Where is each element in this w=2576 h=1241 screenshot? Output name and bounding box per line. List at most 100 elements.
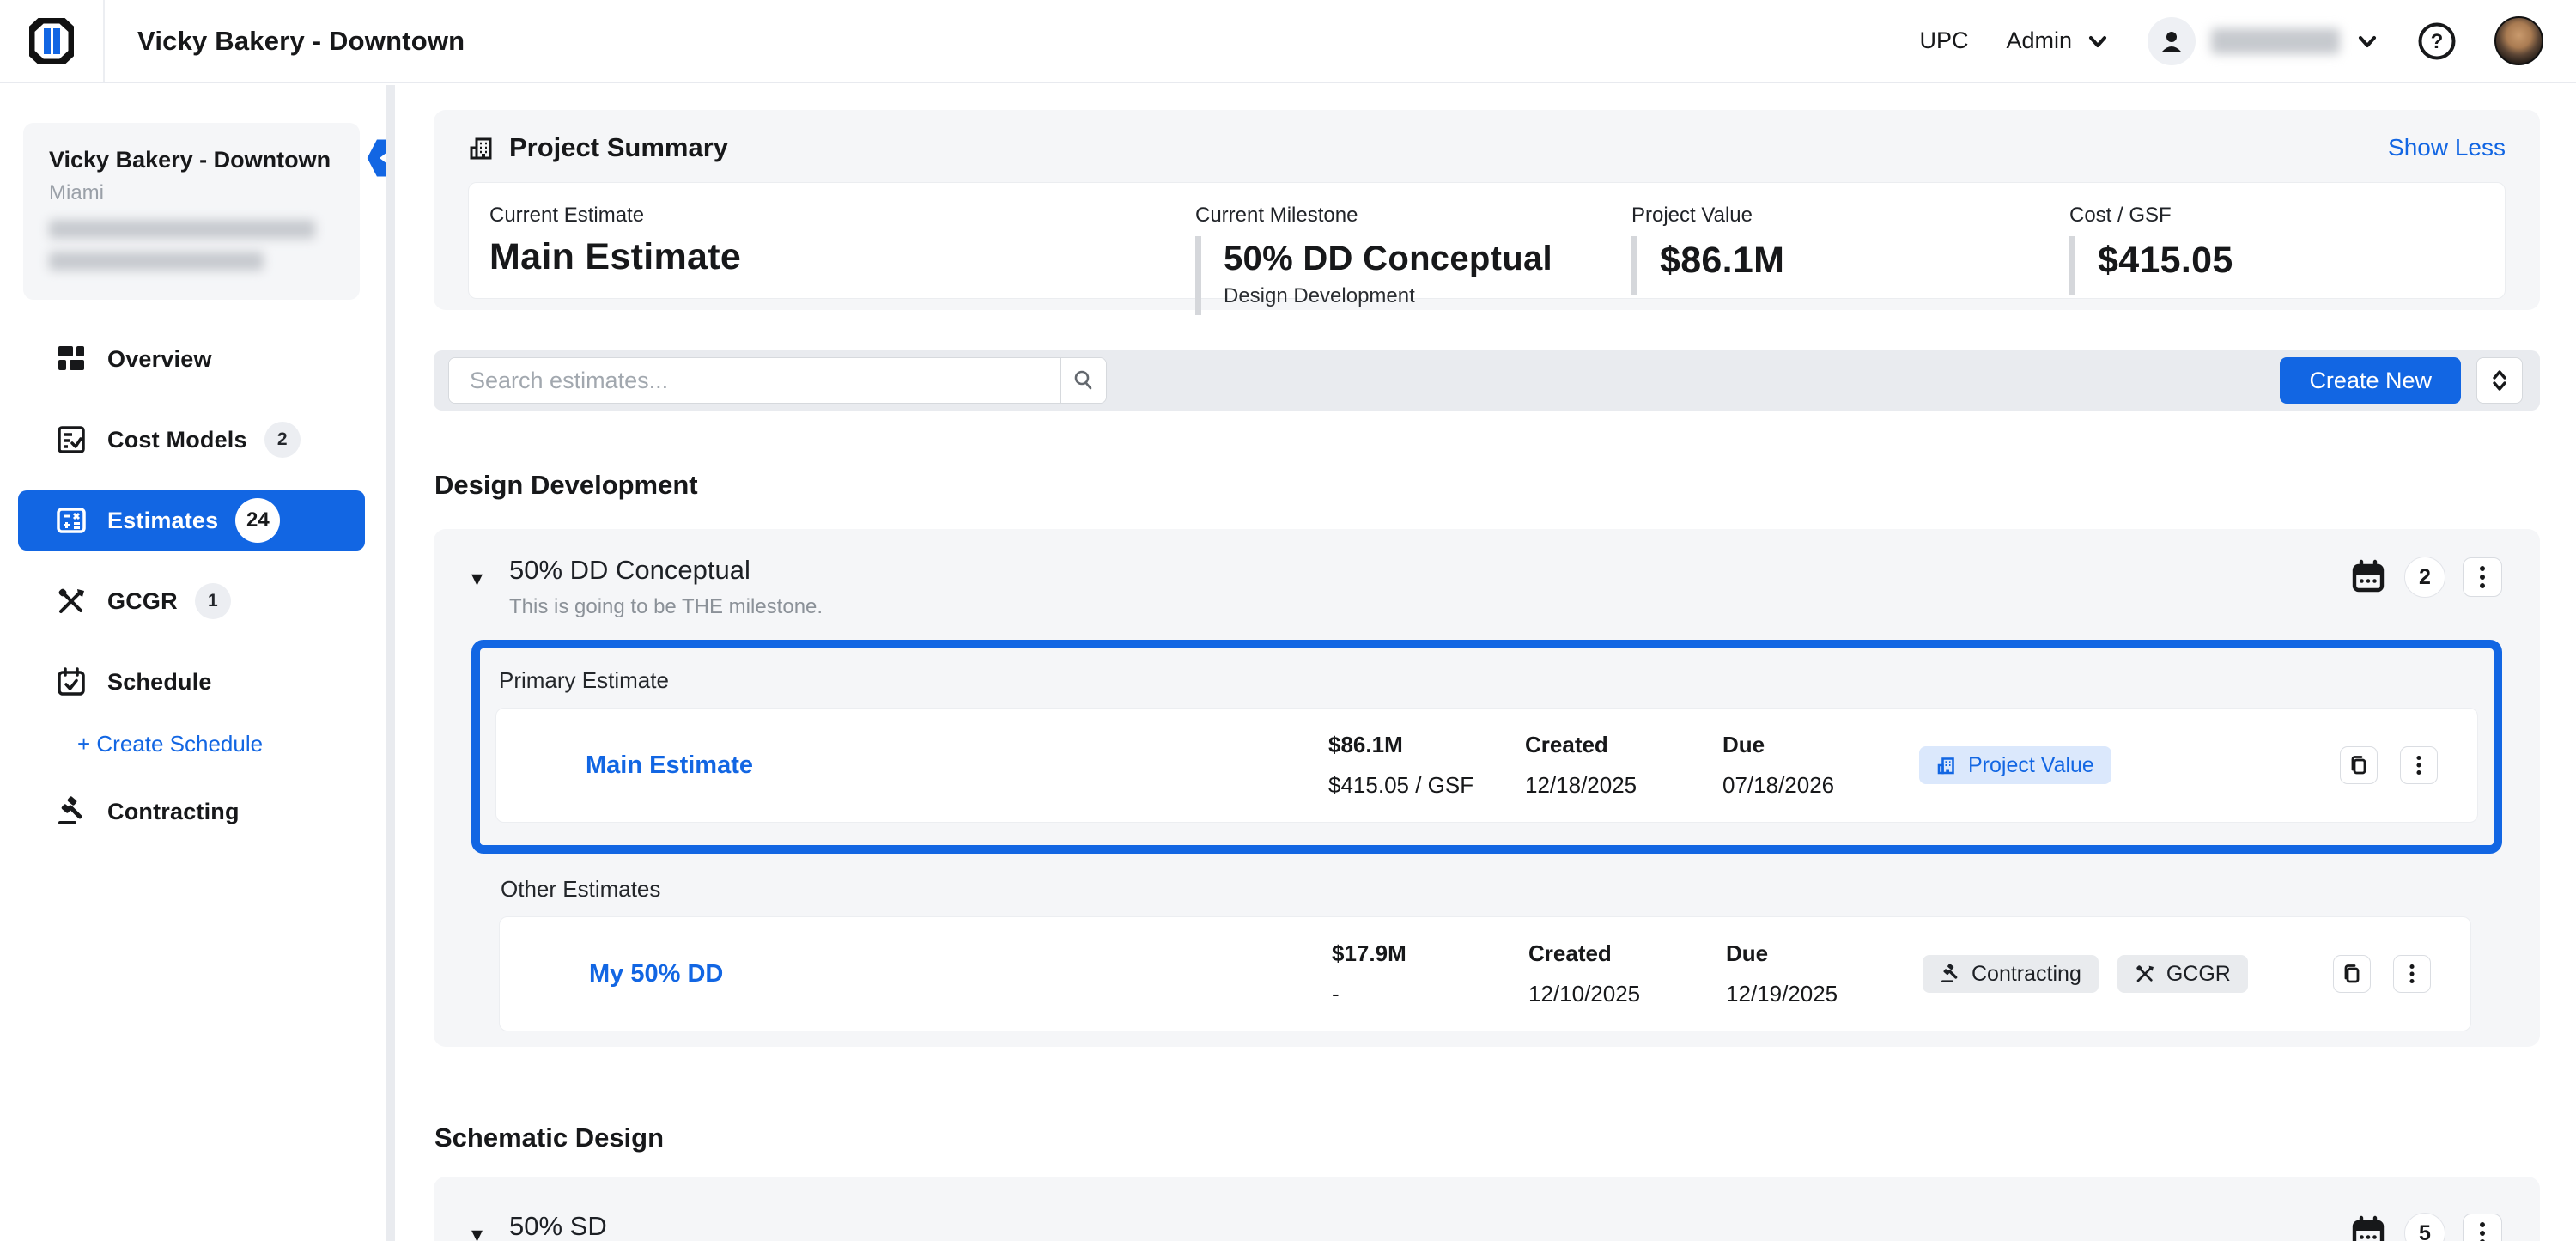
other-estimates-label: Other Estimates (501, 876, 661, 902)
person-icon (2148, 16, 2196, 65)
search-input[interactable] (449, 358, 1060, 403)
brand-logo-icon (29, 17, 74, 64)
sidebar-item-schedule[interactable]: Schedule (18, 652, 365, 712)
user-menu[interactable] (2148, 16, 2379, 65)
estimate-per-gsf: $415.05 / GSF (1328, 772, 1474, 798)
due-date: 07/18/2026 (1722, 772, 1835, 798)
sidebar-item-label: Overview (107, 345, 212, 372)
estimate-row-main-estimate: Main Estimate $86.1M $415.05 / GSF Creat… (495, 708, 2478, 823)
building-icon (470, 137, 492, 160)
stat-value: Main Estimate (489, 236, 742, 277)
stat-label: Current Milestone (1195, 204, 1358, 227)
summary-title: Project Summary (509, 132, 728, 162)
topbar: Vicky Bakery - Downtown UPC Admin (0, 0, 2576, 83)
sidebar-item-estimates[interactable]: Estimates 24 (18, 490, 365, 551)
stat-current-estimate: Current Estimate Main Estimate (489, 204, 1195, 298)
building-icon (1937, 757, 1954, 775)
stat-sub: Design Development (1224, 284, 1415, 307)
created-date: 12/18/2025 (1525, 772, 1637, 798)
stat-label: Project Value (1631, 204, 1753, 227)
sidebar-item-overview[interactable]: Overview (18, 329, 365, 389)
user-name-redacted (2211, 27, 2340, 54)
sort-button[interactable] (2476, 357, 2523, 404)
estimate-value: $17.9M (1332, 940, 1406, 966)
badge-label: Project Value (1968, 752, 2094, 777)
gavel-icon (1941, 964, 1958, 982)
estimate-count-badge: 5 (2404, 1213, 2445, 1241)
estimates-toolbar: Create New (434, 350, 2540, 411)
sidebar-item-cost-models[interactable]: Cost Models 2 (18, 410, 365, 470)
due-date: 12/19/2025 (1726, 981, 1838, 1007)
milestone-title: 50% SD (509, 1211, 607, 1241)
row-kebab-menu[interactable] (2393, 955, 2431, 993)
project-card: Vicky Bakery - Downtown Miami (23, 123, 360, 300)
create-new-button[interactable]: Create New (2280, 357, 2461, 404)
created-date: 12/10/2025 (1528, 981, 1641, 1007)
kebab-icon (2480, 575, 2485, 580)
due-label: Due (1726, 940, 1769, 966)
count-badge: 2 (264, 422, 301, 458)
estimate-link[interactable]: Main Estimate (586, 751, 753, 779)
milestone-title: 50% DD Conceptual (509, 555, 750, 585)
grid-icon (56, 344, 87, 374)
created-label: Created (1528, 940, 1612, 966)
stat-project-value: Project Value $86.1M (1631, 204, 2069, 298)
project-city: Miami (49, 181, 104, 204)
milestone-subtitle: This is going to be THE milestone. (509, 595, 823, 618)
kebab-icon (2416, 763, 2421, 768)
copy-button[interactable] (2333, 955, 2371, 993)
app-logo[interactable] (0, 0, 105, 82)
create-schedule-link[interactable]: + Create Schedule (77, 731, 264, 757)
estimate-link[interactable]: My 50% DD (589, 959, 724, 988)
estimate-row-my-50-dd: My 50% DD $17.9M - Created 12/10/2025 Du… (499, 916, 2471, 1031)
stat-label: Cost / GSF (2069, 204, 2172, 227)
avatar[interactable] (2494, 16, 2543, 65)
milestone-card-50-dd-conceptual: ▾ 50% DD Conceptual This is going to be … (434, 529, 2540, 1047)
copy-button[interactable] (2340, 746, 2378, 784)
org-link[interactable]: UPC (1919, 27, 1969, 53)
kebab-icon (2480, 1231, 2485, 1236)
help-button[interactable]: ? (2417, 21, 2457, 61)
stat-value: 50% DD Conceptual (1224, 240, 1552, 277)
sort-icon (2493, 370, 2506, 391)
milestone-kebab-menu[interactable] (2463, 557, 2502, 597)
created-label: Created (1525, 732, 1608, 757)
search-button[interactable] (1060, 358, 1106, 403)
calendar-check-icon (56, 666, 87, 697)
badge-label: Contracting (1971, 961, 2081, 986)
show-less-link[interactable]: Show Less (2388, 134, 2506, 161)
row-kebab-menu[interactable] (2400, 746, 2438, 784)
sidebar-item-label: GCGR (107, 587, 178, 614)
page-title: Vicky Bakery - Downtown (137, 25, 465, 56)
count-badge: 24 (235, 498, 281, 543)
gcgr-badge: GCGR (2117, 955, 2248, 993)
stat-value: $86.1M (1660, 240, 1785, 281)
sidebar-item-label: Contracting (107, 798, 240, 824)
search-icon (1074, 370, 1092, 390)
sidebar-item-contracting[interactable]: Contracting (18, 782, 365, 842)
stat-current-milestone: Current Milestone 50% DD Conceptual Desi… (1195, 204, 1631, 315)
role-label: Admin (2006, 27, 2072, 53)
kebab-icon (2409, 971, 2415, 976)
project-summary-panel: Project Summary Show Less Current Estima… (434, 110, 2540, 315)
primary-estimate-label: Primary Estimate (499, 667, 669, 693)
crossed-tools-icon (56, 586, 87, 617)
role-menu[interactable]: Admin (2006, 27, 2110, 54)
contracting-badge: Contracting (1923, 955, 2099, 993)
chevron-down-icon (2089, 35, 2106, 47)
primary-estimate-section: Primary Estimate Main Estimate $86.1M $4… (471, 640, 2502, 854)
gavel-icon (56, 796, 87, 827)
calendar-icon[interactable] (2349, 558, 2387, 596)
collapse-caret-icon[interactable]: ▾ (471, 565, 483, 591)
copy-icon (2351, 756, 2366, 775)
svg-text:?: ? (2431, 30, 2444, 53)
calendar-icon[interactable] (2349, 1214, 2387, 1241)
clipboard-check-icon (56, 424, 87, 455)
milestone-kebab-menu[interactable] (2463, 1214, 2502, 1241)
collapse-caret-icon[interactable]: ▾ (471, 1221, 483, 1241)
sidebar-item-label: Schedule (107, 668, 212, 695)
sidebar-divider (386, 85, 395, 1241)
project-address-redacted (49, 220, 315, 239)
section-heading-design-development: Design Development (434, 470, 698, 500)
sidebar-item-gcgr[interactable]: GCGR 1 (18, 571, 365, 631)
